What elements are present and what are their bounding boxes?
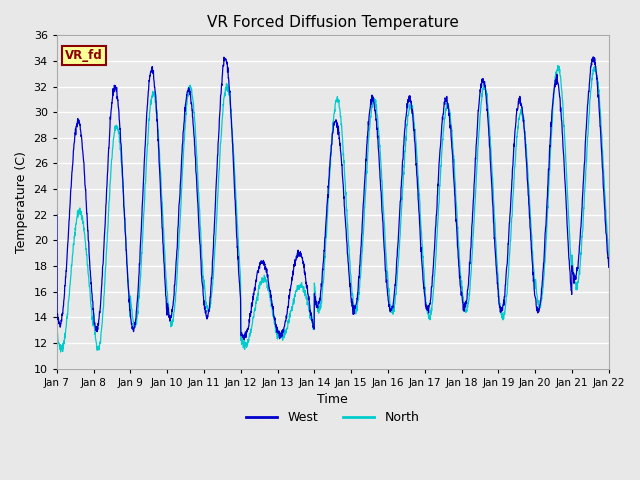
West xyxy=(53,212,61,217)
West xyxy=(339,170,346,176)
Line: North: North xyxy=(57,66,609,352)
North xyxy=(204,304,211,310)
West xyxy=(605,264,612,270)
West xyxy=(589,54,597,60)
Line: West: West xyxy=(57,57,609,340)
Title: VR Forced Diffusion Temperature: VR Forced Diffusion Temperature xyxy=(207,15,459,30)
West xyxy=(156,166,163,172)
North xyxy=(57,349,65,355)
North xyxy=(554,63,562,69)
West xyxy=(581,158,589,164)
West xyxy=(240,337,248,343)
X-axis label: Time: Time xyxy=(317,393,348,406)
North xyxy=(156,158,164,164)
Text: VR_fd: VR_fd xyxy=(65,48,103,61)
Y-axis label: Temperature (C): Temperature (C) xyxy=(15,151,28,253)
North xyxy=(497,307,504,312)
North xyxy=(581,184,589,190)
North xyxy=(339,133,346,139)
West xyxy=(497,310,504,315)
West xyxy=(396,208,404,214)
Legend: West, North: West, North xyxy=(241,406,424,429)
West xyxy=(204,316,211,322)
North xyxy=(396,238,404,243)
North xyxy=(53,218,61,224)
North xyxy=(605,253,612,259)
